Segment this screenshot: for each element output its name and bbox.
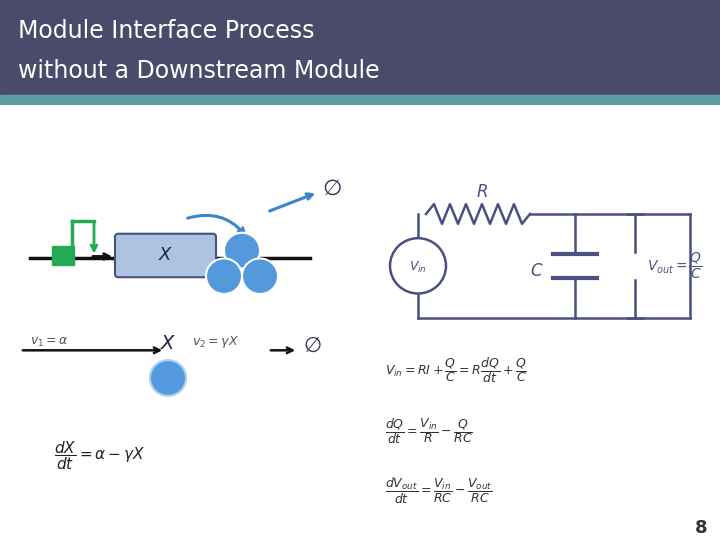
Text: X: X xyxy=(161,334,175,353)
Circle shape xyxy=(206,259,242,294)
Text: $\dfrac{dX}{dt} = \alpha - \gamma X$: $\dfrac{dX}{dt} = \alpha - \gamma X$ xyxy=(55,440,145,472)
Text: $V_{out} = \dfrac{Q}{C}$: $V_{out} = \dfrac{Q}{C}$ xyxy=(647,251,703,281)
Text: $\dfrac{dV_{out}}{dt} = \dfrac{V_{in}}{RC} - \dfrac{V_{out}}{RC}$: $\dfrac{dV_{out}}{dt} = \dfrac{V_{in}}{R… xyxy=(385,476,492,505)
Text: $\emptyset$: $\emptyset$ xyxy=(302,335,321,355)
Text: $V_{in}$: $V_{in}$ xyxy=(409,260,427,275)
Text: $V_{in} = RI + \dfrac{Q}{C} = R\dfrac{dQ}{dt} + \dfrac{Q}{C}$: $V_{in} = RI + \dfrac{Q}{C} = R\dfrac{dQ… xyxy=(385,355,527,385)
Text: 8: 8 xyxy=(696,519,708,537)
Circle shape xyxy=(242,259,278,294)
Text: X: X xyxy=(159,246,171,265)
Text: $v_1=\alpha$: $v_1=\alpha$ xyxy=(30,336,68,349)
Text: $R$: $R$ xyxy=(476,183,488,201)
Text: without a Downstream Module: without a Downstream Module xyxy=(18,59,379,83)
Text: $v_2=\gamma X$: $v_2=\gamma X$ xyxy=(192,334,239,350)
Bar xyxy=(0,95,720,105)
Text: $\dfrac{dQ}{dt} = \dfrac{V_{in}}{R} - \dfrac{Q}{RC}$: $\dfrac{dQ}{dt} = \dfrac{V_{in}}{R} - \d… xyxy=(385,416,473,446)
Text: $\emptyset$: $\emptyset$ xyxy=(322,179,342,199)
FancyBboxPatch shape xyxy=(115,234,216,277)
Text: $C$: $C$ xyxy=(530,262,544,280)
Text: Module Interface Process: Module Interface Process xyxy=(18,19,315,43)
Bar xyxy=(52,246,74,265)
Circle shape xyxy=(390,238,446,294)
Circle shape xyxy=(150,360,186,396)
Circle shape xyxy=(224,233,260,268)
